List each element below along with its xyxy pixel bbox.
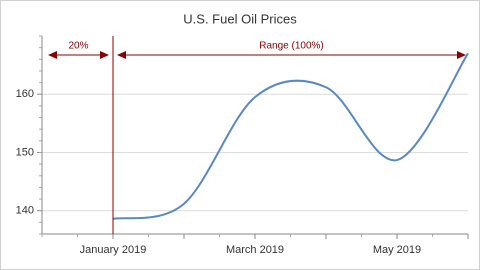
y-tick-label: 140 [16,205,34,217]
annotation-label: Range (100%) [259,41,323,52]
chart-title: U.S. Fuel Oil Prices [183,11,297,26]
x-tick-label: March 2019 [226,244,284,256]
x-tick-label: January 2019 [80,244,147,256]
arrow-head [48,51,57,59]
y-tick-label: 160 [16,88,34,100]
x-tick-label: May 2019 [373,244,421,256]
annotation-label: 20% [68,41,88,52]
line-series [112,52,469,220]
arrow-head [117,51,126,59]
y-tick-label: 150 [16,146,34,158]
arrow-head [100,51,109,59]
arrow-head [457,51,466,59]
